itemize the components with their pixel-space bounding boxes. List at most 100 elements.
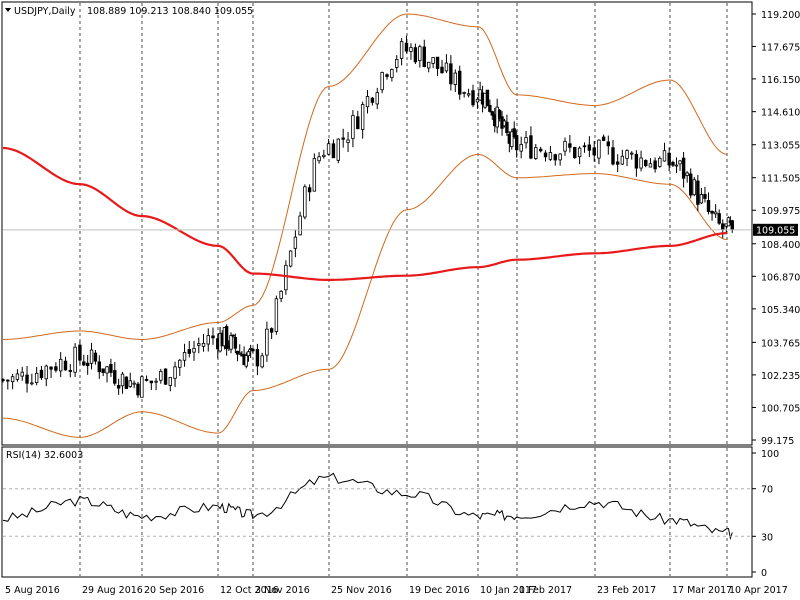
candle-body — [713, 211, 718, 215]
y-tick-label: 116.150 — [761, 75, 800, 86]
candle-body — [395, 59, 399, 68]
candle-body — [634, 153, 639, 169]
rsi-line — [2, 472, 733, 541]
candle-body — [159, 371, 163, 381]
chart-symbol: USDJPY,Daily — [14, 6, 76, 17]
candle-body — [298, 215, 302, 236]
candle-body — [93, 352, 98, 362]
candle-body — [615, 161, 620, 165]
candle-body — [168, 377, 173, 386]
candle-body — [154, 380, 158, 383]
sma-line — [2, 146, 728, 281]
moving-average — [2, 146, 751, 281]
candle-body — [630, 152, 634, 155]
candle-body — [475, 98, 480, 103]
bollinger-lower-line — [2, 153, 728, 438]
candle-body — [63, 360, 68, 371]
x-tick-label: 25 Nov 2016 — [331, 585, 392, 596]
candle-body — [303, 186, 307, 218]
bollinger-bands — [2, 13, 728, 438]
candle-body — [453, 72, 457, 85]
candle-body — [721, 223, 725, 230]
candle-body — [351, 115, 355, 139]
candle-body — [674, 164, 679, 167]
current-price-label: 109.055 — [756, 225, 795, 236]
candle-body — [279, 290, 283, 299]
candle-body — [274, 298, 279, 332]
candle-body — [538, 148, 543, 152]
candle-body — [163, 368, 168, 385]
y-tick-label: 99.175 — [761, 436, 794, 447]
candle-body — [206, 335, 210, 345]
candle-body — [497, 109, 502, 119]
candle-body — [149, 380, 154, 384]
candle-body — [514, 135, 519, 151]
candle-body — [703, 194, 707, 199]
candle-body — [288, 250, 293, 267]
candle-body — [390, 69, 394, 78]
candle-body — [49, 366, 53, 370]
y-tick-label: 117.675 — [761, 42, 800, 53]
current-price-box — [753, 223, 798, 236]
candle-body — [39, 369, 44, 379]
candle-body — [611, 147, 615, 165]
y-tick-label: 106.870 — [761, 272, 800, 283]
candle-body — [54, 366, 58, 371]
candle-body — [317, 156, 321, 162]
candle-body — [105, 366, 109, 374]
candle-body — [639, 157, 643, 169]
candle-body — [1, 379, 5, 381]
candle-body — [326, 143, 331, 155]
x-tick-label: 1 Feb 2017 — [519, 585, 572, 596]
candle-body — [717, 213, 721, 224]
candle-body — [625, 150, 629, 159]
x-tick-label: 23 Feb 2017 — [597, 585, 656, 596]
candle-body — [173, 366, 177, 379]
candle-body — [426, 61, 431, 69]
candle-body — [385, 74, 389, 77]
candle-body — [211, 335, 215, 339]
x-tick-label: 19 Dec 2016 — [409, 585, 470, 596]
candle-body — [322, 154, 326, 158]
vertical-grid — [79, 3, 728, 576]
candle-body — [524, 137, 528, 144]
candle-body — [307, 187, 312, 193]
candle-body — [58, 358, 63, 372]
candle-body — [601, 136, 606, 141]
chart-ohlc: 108.889 109.213 108.840 109.055 — [87, 6, 253, 17]
candle-body — [548, 152, 553, 160]
y-tick-label: 119.200 — [761, 10, 800, 21]
candle-body — [380, 72, 384, 91]
candle-body — [681, 157, 686, 179]
candle-body — [20, 371, 24, 377]
candle-body — [466, 93, 471, 96]
x-tick-label: 29 Aug 2016 — [82, 585, 143, 596]
candle-body — [563, 141, 567, 152]
candle-body — [597, 139, 601, 159]
candle-body — [692, 179, 696, 196]
candle-body — [251, 348, 255, 352]
candle-body — [653, 160, 657, 170]
candle-body — [658, 157, 662, 167]
y-tick-label: 108.400 — [761, 240, 800, 251]
candle-body — [178, 359, 182, 368]
y-tick-label: 111.505 — [761, 174, 800, 185]
y-tick-label: 105.340 — [761, 305, 800, 316]
rsi-tick-label: 30 — [761, 532, 773, 543]
candle-body — [568, 143, 572, 148]
rsi-tick-label: 0 — [761, 568, 767, 579]
candle-body — [78, 344, 82, 361]
candle-body — [370, 97, 375, 103]
candle-body — [592, 147, 596, 156]
candle-body — [101, 368, 105, 374]
candle-body — [543, 152, 548, 158]
candle-body — [197, 343, 201, 346]
x-tick-label: 17 Mar 2017 — [672, 585, 732, 596]
candle-body — [336, 138, 341, 161]
candle-body — [678, 160, 682, 165]
candle-body — [34, 372, 39, 383]
candle-body — [582, 145, 587, 148]
candle-body — [229, 335, 233, 350]
candle-body — [269, 328, 274, 333]
